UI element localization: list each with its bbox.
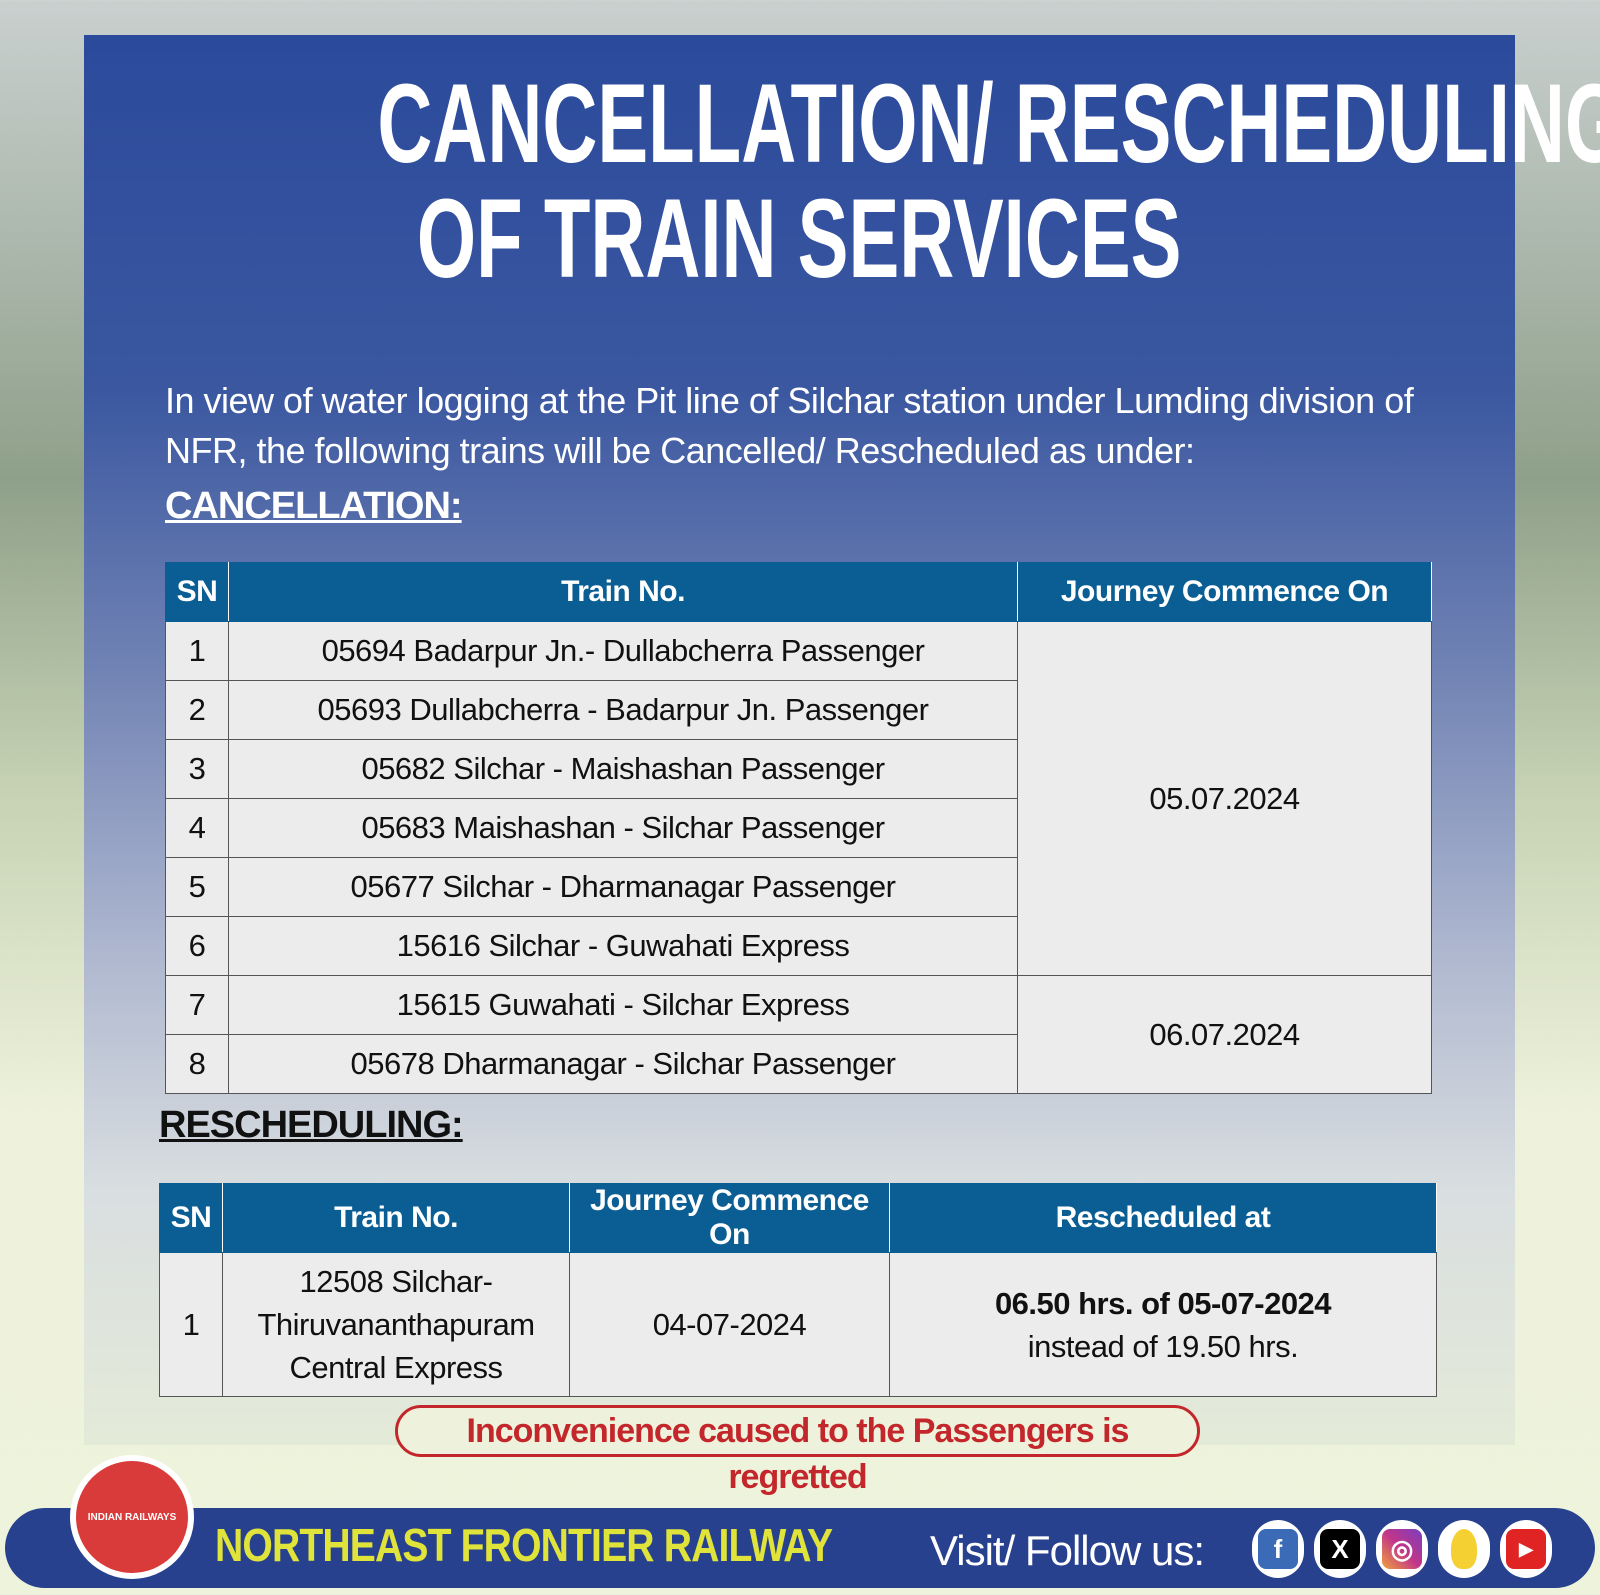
table-row: 2 05693 Dullabcherra - Badarpur Jn. Passe… [165, 680, 1432, 740]
train-cell: 05677 Silchar - Dharmanagar Passenger [228, 857, 1018, 917]
instagram-icon[interactable]: ◎ [1376, 1520, 1428, 1578]
koo-icon[interactable] [1438, 1520, 1490, 1578]
train-cell: 05682 Silchar - Maishashan Passenger [228, 739, 1018, 799]
date-cell: 04-07-2024 [569, 1252, 890, 1397]
train-cell: 05683 Maishashan - Silchar Passenger [228, 798, 1018, 858]
table-row: 1 05694 Badarpur Jn.- Dullabcherra Passen… [165, 621, 1432, 976]
table-row: 5 05677 Silchar - Dharmanagar Passenger [165, 857, 1432, 917]
sn-cell: 3 [165, 739, 229, 799]
col-sn: SN [159, 1183, 223, 1253]
train-cell: 05694 Badarpur Jn.- Dullabcherra Passeng… [228, 621, 1018, 681]
cancellation-table: SN Train No. Journey Commence On 1 05694 … [165, 562, 1432, 1094]
train-cell: 15615 Guwahati - Silchar Express [228, 975, 1018, 1035]
new-time: 06.50 hrs. of 05-07-2024 [994, 1285, 1332, 1321]
title-line-2: OF TRAIN SERVICES [417, 176, 1182, 301]
table-row: 3 05682 Silchar - Maishashan Passenger [165, 739, 1432, 799]
col-journey: Journey Commence On [1017, 562, 1432, 622]
title-line-1: CANCELLATION/ RESCHEDULING [377, 61, 1600, 186]
regret-notice: Inconvenience caused to the Passengers i… [395, 1405, 1200, 1496]
table-row: 8 05678 Dharmanagar - Silchar Passenger [165, 1034, 1432, 1094]
logo-text: INDIAN RAILWAYS [76, 1461, 188, 1573]
train-cell: 15616 Silchar - Guwahati Express [228, 916, 1018, 976]
train-cell: 05678 Dharmanagar - Silchar Passenger [228, 1034, 1018, 1094]
rescheduling-table: SN Train No. Journey Commence On Resched… [159, 1183, 1437, 1397]
sn-cell: 1 [159, 1252, 223, 1397]
x-icon[interactable]: X [1314, 1520, 1366, 1578]
sn-cell: 6 [165, 916, 229, 976]
table-row: 7 15615 Guwahati - Silchar Express 06.07.2… [165, 975, 1432, 1094]
indian-railways-logo: INDIAN RAILWAYS [70, 1455, 194, 1579]
sn-cell: 5 [165, 857, 229, 917]
cancellation-heading: CANCELLATION: [165, 485, 463, 527]
rescheduled-cell: 06.50 hrs. of 05-07-2024 instead of 19.50… [889, 1252, 1437, 1397]
sn-cell: 1 [165, 621, 229, 681]
table-row: 4 05683 Maishashan - Silchar Passenger [165, 798, 1432, 858]
org-name: NORTHEAST FRONTIER RAILWAY [215, 1519, 833, 1571]
follow-label: Visit/ Follow us: [930, 1527, 1205, 1574]
col-journey: Journey Commence On [569, 1183, 890, 1253]
facebook-icon[interactable]: f [1252, 1520, 1304, 1578]
col-train: Train No. [228, 562, 1018, 622]
rescheduling-heading: RESCHEDULING: [159, 1104, 464, 1146]
table-row: 1 12508 Silchar-Thiruvananthapuram Centr… [159, 1252, 1437, 1397]
col-train: Train No. [222, 1183, 570, 1253]
youtube-icon[interactable]: ▶ [1500, 1520, 1552, 1578]
date-cell: 06.07.2024 [1017, 975, 1432, 1094]
sn-cell: 7 [165, 975, 229, 1035]
col-rescheduled: Rescheduled at [889, 1183, 1437, 1253]
date-cell: 05.07.2024 [1017, 621, 1432, 976]
social-icons: f X ◎ ▶ [1252, 1520, 1552, 1578]
train-cell: 05693 Dullabcherra - Badarpur Jn. Passen… [228, 680, 1018, 740]
col-sn: SN [165, 562, 229, 622]
intro-text: In view of water logging at the Pit line… [165, 380, 1414, 471]
train-cell: 12508 Silchar-Thiruvananthapuram Central… [222, 1252, 570, 1397]
old-time: instead of 19.50 hrs. [1027, 1328, 1299, 1364]
sn-cell: 2 [165, 680, 229, 740]
table-row: 6 15616 Silchar - Guwahati Express [165, 916, 1432, 976]
sn-cell: 4 [165, 798, 229, 858]
sn-cell: 8 [165, 1034, 229, 1094]
